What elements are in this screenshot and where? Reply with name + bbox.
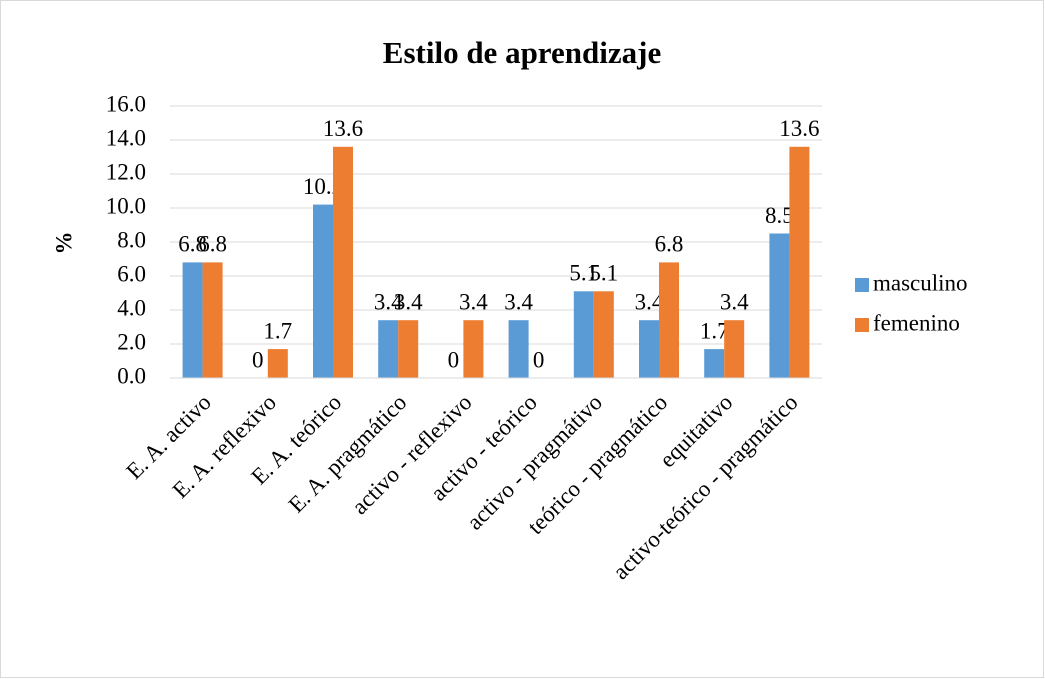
data-label: 13.6 <box>323 116 363 141</box>
data-label: 5.1 <box>589 261 618 286</box>
bar <box>724 320 745 378</box>
bar <box>267 349 288 378</box>
data-label: 6.8 <box>178 232 207 257</box>
bar <box>659 262 679 378</box>
y-tick-label: 2.0 <box>117 329 146 354</box>
bar <box>508 320 529 378</box>
data-label: 1.7 <box>700 318 729 343</box>
bar <box>202 262 223 378</box>
legend-swatch <box>855 278 869 292</box>
legend-swatch <box>855 318 869 332</box>
bar <box>313 204 333 378</box>
y-tick-label: 12.0 <box>106 159 146 184</box>
bar <box>639 320 659 378</box>
data-label: 3.4 <box>504 289 533 314</box>
data-label: 6.8 <box>198 232 227 257</box>
bar <box>593 291 614 378</box>
chart-title: Estilo de aprendizaje <box>383 35 661 70</box>
bar <box>789 146 810 378</box>
bar <box>769 233 790 378</box>
bar <box>573 291 594 378</box>
data-label: 13.6 <box>779 116 819 141</box>
data-label: 1.7 <box>263 318 292 343</box>
y-tick-label: 8.0 <box>117 227 146 252</box>
y-tick-label: 14.0 <box>106 125 146 150</box>
data-label: 3.4 <box>720 289 749 314</box>
data-label: 6.8 <box>655 232 684 257</box>
data-label: 0 <box>448 347 460 372</box>
y-tick-label: 4.0 <box>117 295 146 320</box>
y-tick-label: 10.0 <box>106 193 146 218</box>
bar <box>182 262 203 378</box>
data-label: 5.1 <box>569 261 598 286</box>
y-tick-label: 6.0 <box>117 261 146 286</box>
data-label: 0 <box>252 347 264 372</box>
data-label: 3.4 <box>374 289 403 314</box>
legend-label: femenino <box>873 310 960 335</box>
bar <box>378 320 399 378</box>
y-tick-label: 16.0 <box>106 91 146 116</box>
bar <box>333 146 353 378</box>
data-label: 0 <box>533 347 545 372</box>
y-axis-label: % <box>51 232 76 255</box>
y-tick-label: 0.0 <box>117 363 146 388</box>
data-label: 8.5 <box>765 203 794 228</box>
bar <box>398 320 419 378</box>
bar <box>704 349 725 378</box>
legend-label: masculino <box>873 270 968 295</box>
bar <box>463 320 484 378</box>
data-label: 3.4 <box>394 289 423 314</box>
data-label: 3.4 <box>459 289 488 314</box>
